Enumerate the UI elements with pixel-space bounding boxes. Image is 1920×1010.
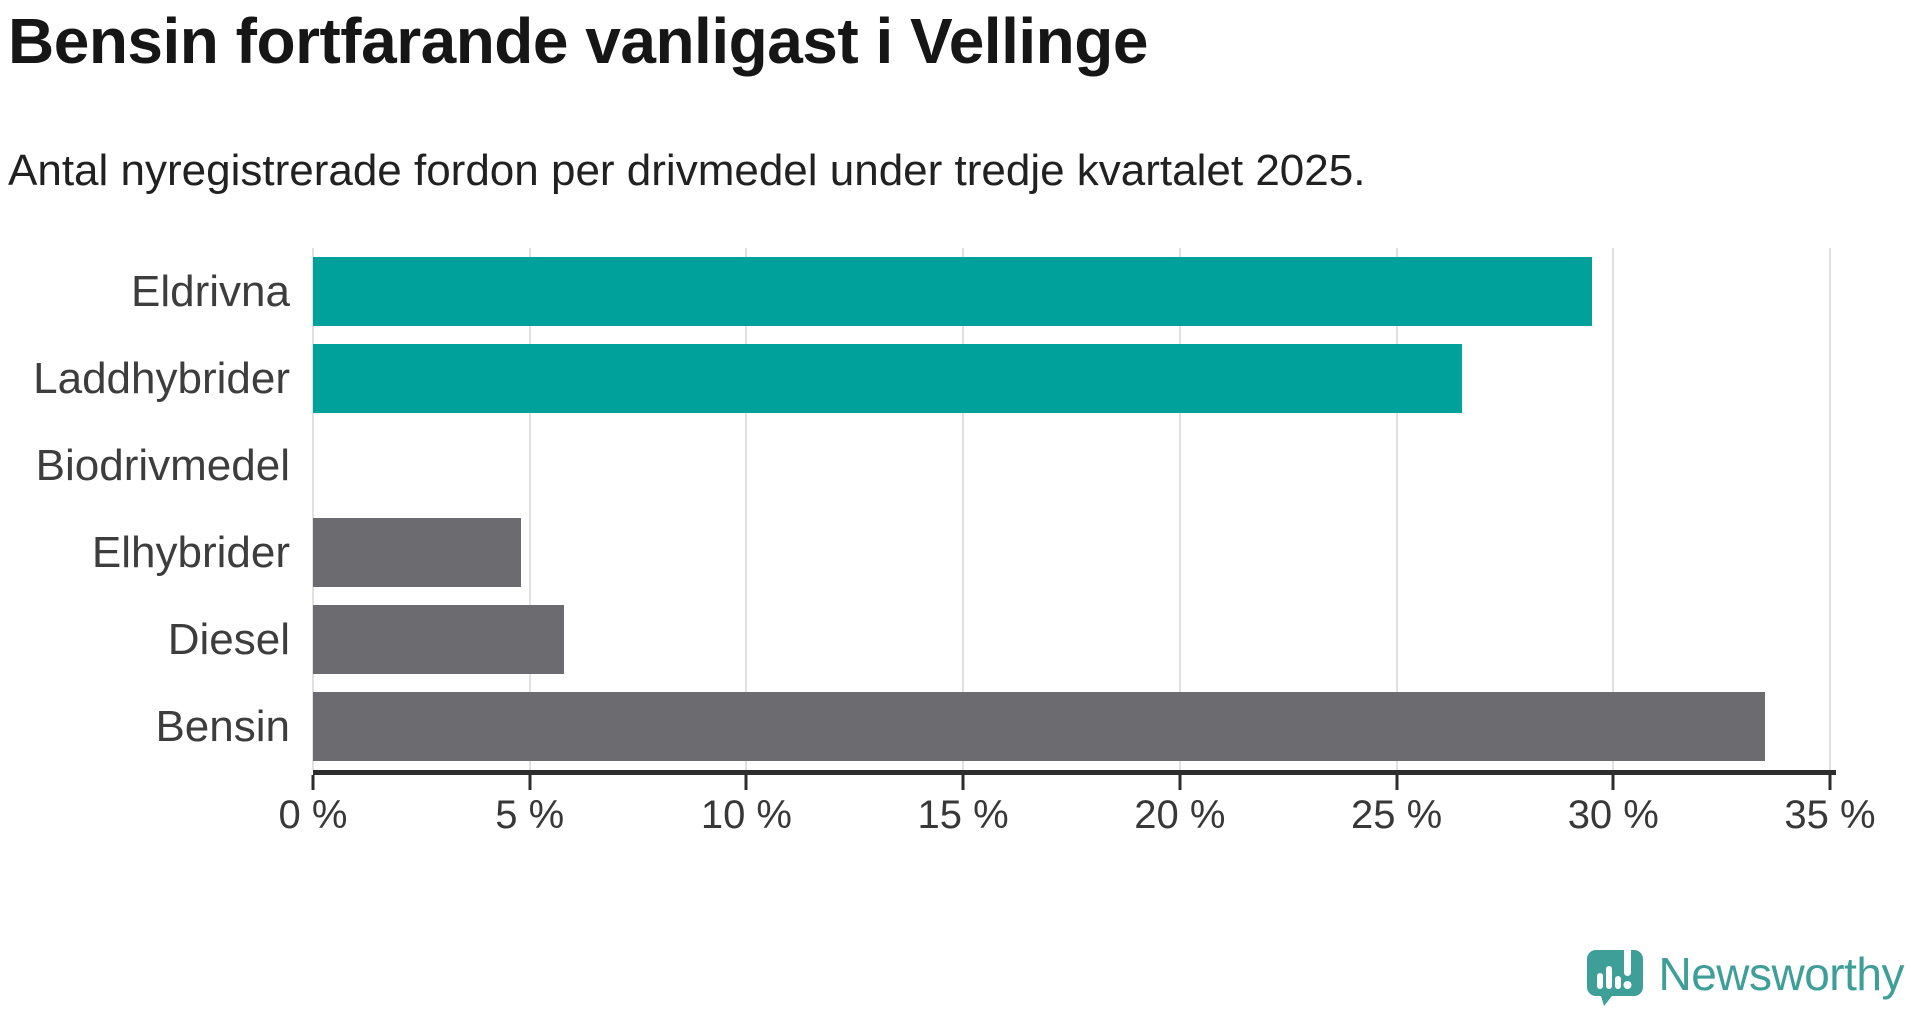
page-title: Bensin fortfarande vanligast i Vellinge (8, 5, 1148, 77)
bar-eldrivna (313, 257, 1592, 326)
x-tick (1395, 775, 1399, 790)
x-tick-label: 15 % (917, 793, 1009, 837)
bar-row (313, 692, 1830, 761)
x-tick-label: 20 % (1134, 793, 1226, 837)
page-subtitle: Antal nyregistrerade fordon per drivmede… (8, 146, 1366, 195)
category-label: Elhybrider (91, 527, 290, 577)
gridline (312, 248, 314, 770)
bar-row (313, 605, 1830, 674)
plot-area (312, 248, 1831, 770)
x-tick (1828, 775, 1832, 790)
x-tick (528, 775, 532, 790)
x-tick (1611, 775, 1615, 790)
x-tick-label: 5 % (495, 793, 565, 837)
newsworthy-logo-icon (1587, 944, 1644, 1006)
bar-row (313, 344, 1830, 413)
gridline (962, 248, 965, 770)
bar-laddhybrider (313, 344, 1462, 413)
gridline (528, 248, 531, 770)
bar-elhybrider (313, 518, 522, 587)
x-tick-label: 10 % (700, 793, 792, 837)
category-label: Diesel (167, 614, 290, 664)
x-axis-line (313, 770, 1836, 775)
gridline (1178, 248, 1181, 770)
category-label: Biodrivmedel (35, 440, 290, 490)
x-tick (1178, 775, 1182, 790)
bar-bensin (313, 692, 1765, 761)
x-tick (961, 775, 965, 790)
x-tick (311, 775, 315, 790)
category-label: Bensin (155, 701, 290, 751)
gridline (1612, 248, 1615, 770)
newsworthy-logo: Newsworthy (1586, 942, 1904, 1006)
x-tick-label: 25 % (1350, 793, 1443, 837)
category-label: Eldrivna (131, 266, 290, 316)
x-tick-label: 0 % (278, 793, 348, 837)
category-label: Laddhybrider (33, 353, 290, 403)
x-tick (744, 775, 748, 790)
bar-row (313, 257, 1830, 326)
newsworthy-logo-text: Newsworthy (1658, 948, 1904, 1000)
x-tick-label: 35 % (1784, 793, 1876, 837)
bar-diesel (313, 605, 565, 674)
x-tick-label: 30 % (1567, 793, 1659, 837)
gridline (1395, 248, 1398, 770)
gridline (1829, 248, 1831, 770)
bar-row (313, 431, 1830, 500)
bar-row (313, 518, 1830, 587)
gridline (745, 248, 748, 770)
